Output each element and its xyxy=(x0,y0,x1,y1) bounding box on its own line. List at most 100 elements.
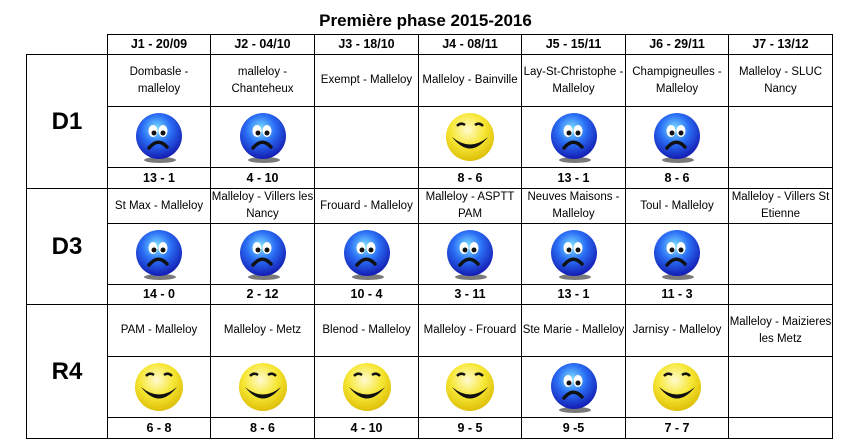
score-cell: 3 - 11 xyxy=(418,284,522,305)
match-cell: Malleloy - Metz xyxy=(210,304,315,357)
result-cell xyxy=(418,106,522,168)
score-cell: 8 - 6 xyxy=(210,417,315,439)
round-header: J7 - 13/12 xyxy=(728,34,833,55)
sad-smiley-icon xyxy=(627,227,728,281)
match-cell: Malleloy - Bainville xyxy=(418,54,522,107)
match-cell: Toul - Malleloy xyxy=(625,188,729,224)
round-header: J4 - 08/11 xyxy=(418,34,522,55)
sad-smiley-icon xyxy=(109,110,210,164)
result-cell xyxy=(728,223,833,285)
match-cell: malleloy - Chanteheux xyxy=(210,54,315,107)
results-table: J1 - 20/09 J2 - 04/10 J3 - 18/10 J4 - 08/11… xyxy=(26,34,833,439)
sad-smiley-icon xyxy=(523,227,625,281)
match-cell: Malleloy - Maizieres les Metz xyxy=(728,304,833,357)
happy-smiley-icon xyxy=(627,360,728,414)
result-row xyxy=(27,223,833,285)
match-cell: Malleloy - SLUC Nancy xyxy=(728,54,833,107)
score-cell xyxy=(314,167,419,189)
result-cell xyxy=(521,356,626,418)
result-cell xyxy=(625,223,729,285)
score-cell: 13 - 1 xyxy=(521,284,626,305)
result-cell xyxy=(521,223,626,285)
score-cell: 9 - 5 xyxy=(418,417,522,439)
score-cell: 6 - 8 xyxy=(107,417,211,439)
score-cell: 13 - 1 xyxy=(521,167,626,189)
round-header: J3 - 18/10 xyxy=(314,34,419,55)
result-cell xyxy=(107,356,211,418)
match-cell: Lay-St-Christophe - Malleloy xyxy=(521,54,626,107)
score-cell: 10 - 4 xyxy=(314,284,419,305)
result-cell xyxy=(625,356,729,418)
round-header: J1 - 20/09 xyxy=(107,34,211,55)
result-cell xyxy=(728,106,833,168)
score-cell xyxy=(728,417,833,439)
score-cell: 7 - 7 xyxy=(625,417,729,439)
happy-smiley-icon xyxy=(109,360,210,414)
score-cell: 14 - 0 xyxy=(107,284,211,305)
result-cell xyxy=(210,106,315,168)
result-cell xyxy=(314,106,419,168)
score-cell xyxy=(728,284,833,305)
match-cell: Neuves Maisons - Malleloy xyxy=(521,188,626,224)
sad-smiley-icon xyxy=(420,227,521,281)
score-cell: 8 - 6 xyxy=(418,167,522,189)
score-cell: 11 - 3 xyxy=(625,284,729,305)
round-header: J5 - 15/11 xyxy=(521,34,626,55)
match-cell: Frouard - Malleloy xyxy=(314,188,419,224)
result-cell xyxy=(625,106,729,168)
match-row: D3 St Max - Malleloy Malleloy - Villers le… xyxy=(26,188,833,305)
match-cell: PAM - Malleloy xyxy=(107,304,211,357)
match-cell: Malleloy - Frouard xyxy=(418,304,522,357)
sad-smiley-icon xyxy=(523,110,625,164)
round-header: J2 - 04/10 xyxy=(210,34,315,55)
happy-smiley-icon xyxy=(420,360,521,414)
match-cell: Dombasle - malleloy xyxy=(107,54,211,107)
result-cell xyxy=(107,223,211,285)
result-cell xyxy=(521,106,626,168)
result-cell xyxy=(314,356,419,418)
page-title: Première phase 2015-2016 xyxy=(319,11,532,30)
match-cell: St Max - Malleloy xyxy=(107,188,211,224)
match-cell: Malleloy - Villers les Nancy xyxy=(210,188,315,224)
division-label: R4 xyxy=(26,304,108,439)
result-cell xyxy=(728,356,833,418)
result-cell xyxy=(418,356,522,418)
header-row: J1 - 20/09 J2 - 04/10 J3 - 18/10 J4 - 08/11… xyxy=(26,34,833,55)
round-header: J6 - 29/11 xyxy=(625,34,729,55)
sad-smiley-icon xyxy=(212,110,314,164)
match-cell: Jarnisy - Malleloy xyxy=(625,304,729,357)
sad-smiley-icon xyxy=(109,227,210,281)
division-label: D1 xyxy=(26,54,108,189)
result-row xyxy=(27,106,833,168)
result-cell xyxy=(418,223,522,285)
sad-smiley-icon xyxy=(523,360,625,414)
happy-smiley-icon xyxy=(212,360,314,414)
sad-smiley-icon xyxy=(212,227,314,281)
match-row: D1 Dombasle - malleloy malleloy - Chantehe… xyxy=(26,54,833,189)
score-cell: 13 - 1 xyxy=(107,167,211,189)
match-cell: Blenod - Malleloy xyxy=(314,304,419,357)
result-cell xyxy=(314,223,419,285)
score-cell: 4 - 10 xyxy=(210,167,315,189)
happy-smiley-icon xyxy=(420,110,521,164)
result-cell xyxy=(210,223,315,285)
score-cell: 2 - 12 xyxy=(210,284,315,305)
match-cell: Malleloy - ASPTT PAM xyxy=(418,188,522,224)
match-cell: Malleloy - Villers St Etienne xyxy=(728,188,833,224)
division-label: D3 xyxy=(26,188,108,305)
score-cell: 8 - 6 xyxy=(625,167,729,189)
sad-smiley-icon xyxy=(627,110,728,164)
score-cell: 4 - 10 xyxy=(314,417,419,439)
match-cell: Ste Marie - Malleloy xyxy=(521,304,626,357)
match-cell: Champigneulles - Malleloy xyxy=(625,54,729,107)
sad-smiley-icon xyxy=(316,227,418,281)
result-cell xyxy=(210,356,315,418)
corner-cell xyxy=(26,34,108,55)
match-cell: Exempt - Malleloy xyxy=(314,54,419,107)
happy-smiley-icon xyxy=(316,360,418,414)
score-cell: 9 -5 xyxy=(521,417,626,439)
result-row xyxy=(27,356,833,418)
